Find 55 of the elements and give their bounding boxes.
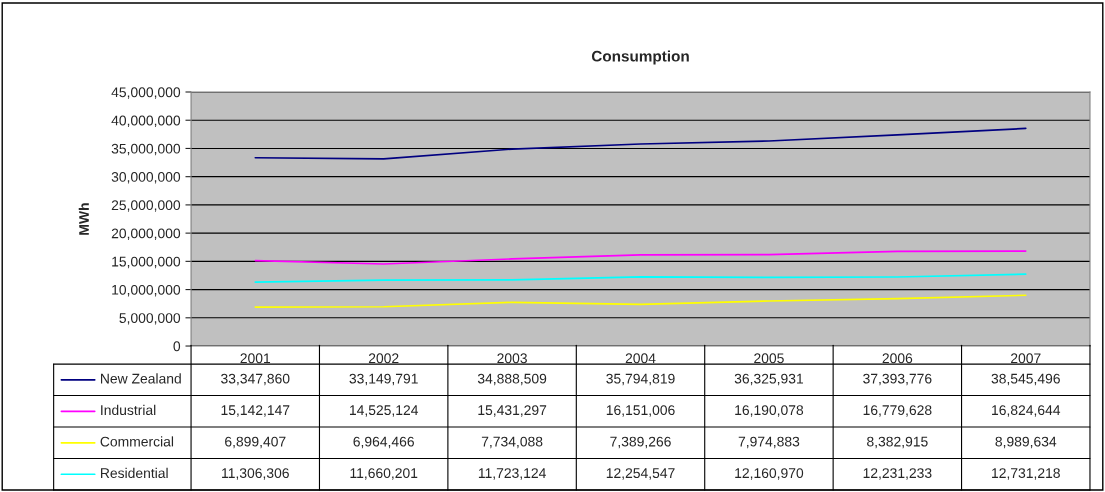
line-series [254, 127, 1027, 160]
data-label: 8,989,634 [995, 436, 1057, 449]
y-tick-label: 10,000,000 [112, 284, 181, 297]
legend-label: Industrial [101, 404, 156, 416]
y-tick-label: 5,000,000 [119, 313, 181, 325]
x-tick-label: 2006 [882, 353, 913, 364]
data-label: 7,734,088 [481, 436, 543, 449]
data-label: 15,142,147 [221, 405, 290, 417]
data-label: 16,824,644 [992, 405, 1061, 417]
x-tick-label: 2003 [497, 353, 527, 364]
data-label: 12,731,218 [992, 468, 1060, 480]
y-tick-label: 25,000,000 [111, 200, 181, 212]
legend-label: New Zealand [101, 373, 181, 384]
data-label: 34,888,509 [477, 373, 547, 386]
data-label: 6,964,466 [353, 436, 414, 449]
x-tick-label: 2002 [368, 353, 399, 364]
y-tick-label: 0 [173, 341, 181, 352]
y-tick-label: 15,000,000 [112, 256, 181, 269]
chart-title: Consumption [591, 50, 689, 65]
x-tick-label: 2007 [1011, 353, 1041, 364]
data-label: 16,779,628 [863, 405, 932, 417]
y-tick-label: 35,000,000 [111, 143, 181, 156]
data-label: 7,389,266 [610, 436, 671, 449]
data-label: 16,190,078 [735, 405, 804, 417]
data-label: 8,382,915 [867, 436, 928, 449]
y-tick-label: 45,000,000 [111, 87, 181, 99]
data-label: 11,306,306 [222, 468, 289, 480]
data-label: 11,660,201 [350, 468, 418, 480]
data-label: 6,899,407 [225, 436, 286, 449]
data-label: 33,347,860 [221, 373, 290, 386]
data-label: 14,525,124 [349, 405, 419, 417]
data-label: 36,325,931 [734, 373, 804, 386]
legend-label: Commercial [100, 436, 174, 447]
data-label: 7,974,883 [738, 436, 800, 449]
line-series [254, 294, 1027, 308]
data-label: 12,160,970 [735, 468, 804, 480]
data-label: 35,794,819 [606, 373, 675, 386]
data-label: 11,723,124 [478, 468, 546, 480]
y-axis-title: MWh [78, 203, 89, 235]
x-tick-label: 2005 [754, 353, 784, 364]
data-label: 38,545,496 [991, 373, 1060, 386]
data-label: 33,149,791 [349, 373, 418, 386]
data-label: 12,254,547 [606, 468, 675, 480]
data-label: 16,151,006 [606, 405, 675, 417]
line-series [254, 250, 1027, 265]
line-series [254, 273, 1027, 284]
legend-label: Residential [101, 467, 168, 479]
y-tick-label: 20,000,000 [111, 228, 181, 240]
data-label: 15,431,297 [478, 405, 547, 417]
data-label: 12,231,233 [863, 468, 932, 480]
data-label: 37,393,776 [863, 373, 932, 386]
x-tick-label: 2001 [240, 353, 271, 364]
y-tick-label: 40,000,000 [111, 115, 181, 128]
y-tick-label: 30,000,000 [111, 172, 181, 184]
x-tick-label: 2004 [625, 353, 656, 364]
